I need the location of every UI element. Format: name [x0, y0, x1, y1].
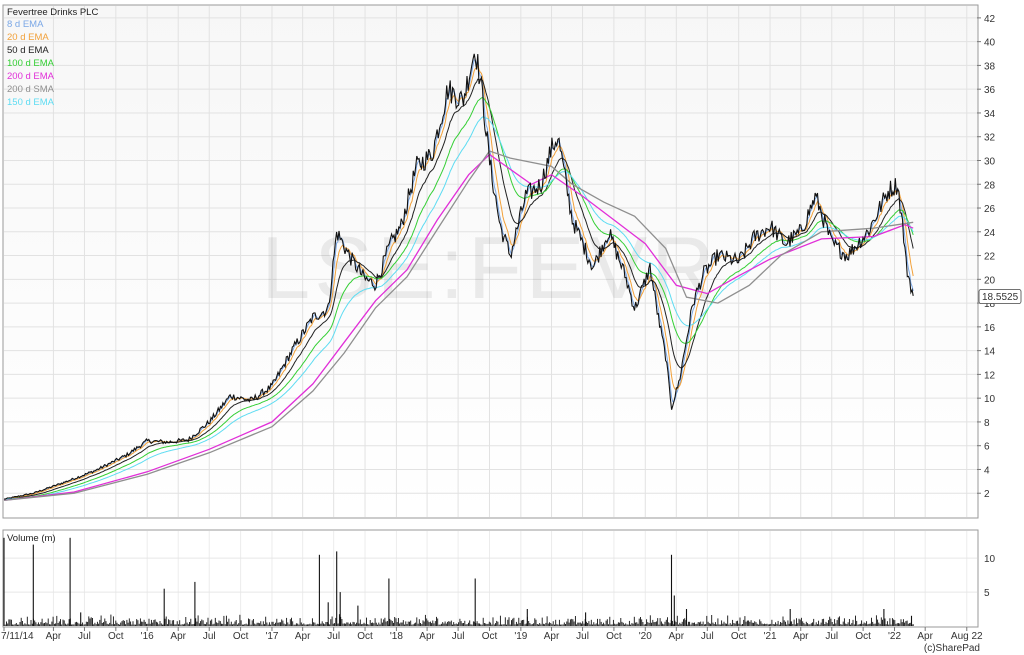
legend-50d-ema: 50 d EMA	[7, 45, 49, 56]
x-tick-label: Oct	[606, 631, 622, 642]
x-tick-label: '18	[390, 631, 403, 642]
volume-bars	[3, 537, 914, 626]
legend-100d-ema: 100 d EMA	[7, 58, 55, 69]
price-panel	[2, 4, 979, 519]
x-tick-label: Oct	[233, 631, 249, 642]
ema-line-100-d-ema	[4, 96, 914, 500]
last-price-badge: 18.5525	[978, 289, 1022, 304]
x-tick-label: '16	[141, 631, 154, 642]
price-y-tick-label: 42	[984, 14, 996, 25]
x-tick-label: Oct	[482, 631, 498, 642]
price-y-tick-label: 6	[984, 442, 990, 453]
volume-grid	[4, 531, 977, 626]
x-tick-label: '19	[514, 631, 527, 642]
legend-8d-ema: 8 d EMA	[7, 19, 44, 30]
price-y-tick-label: 20	[984, 275, 996, 286]
chart-title: Fevertree Drinks PLC	[7, 7, 98, 18]
price-y-tick-label: 4	[984, 465, 990, 476]
price-y-tick-label: 2	[984, 489, 990, 500]
price-line	[3, 53, 914, 500]
price-y-tick-label: 22	[984, 252, 996, 263]
volume-title: Volume (m)	[7, 533, 56, 544]
price-y-tick-label: 12	[984, 370, 996, 381]
x-tick-label: Apr	[544, 631, 560, 642]
volume-y-tick-label: 5	[984, 588, 990, 599]
price-y-tick-label: 8	[984, 418, 990, 429]
x-tick-label: Apr	[793, 631, 809, 642]
series-line-200-d-ema	[3, 153, 914, 502]
x-tick-label: Jul	[203, 631, 216, 642]
legend-200d-sma: 200 d SMA	[7, 84, 55, 95]
series-line-200-d-sma	[3, 150, 914, 502]
price-y-tick-label: 30	[984, 156, 996, 167]
price-y-tick-label: 24	[984, 228, 996, 239]
volume-y-axis: 5 10	[984, 554, 996, 599]
x-tick-label: Jul	[78, 631, 91, 642]
x-tick-label: '21	[764, 631, 777, 642]
price-y-tick-label: 34	[984, 109, 996, 120]
x-tick-label: Jul	[576, 631, 589, 642]
price-y-tick-label: 18	[984, 299, 996, 310]
price-y-tick-label: 26	[984, 204, 996, 215]
price-y-tick-label: 14	[984, 347, 996, 358]
legend: Fevertree Drinks PLC 8 d EMA 20 d EMA 50…	[7, 7, 98, 108]
x-tick-label: Apr	[46, 631, 62, 642]
copyright-label: (c)SharePad	[924, 643, 980, 654]
last-price-value: 18.5525	[982, 292, 1019, 303]
volume-y-tick-label: 10	[984, 554, 996, 565]
x-tick-label: Jul	[327, 631, 340, 642]
x-tick-label: Oct	[731, 631, 747, 642]
x-tick-label: Apr	[669, 631, 685, 642]
legend-150d-ema: 150 d EMA	[7, 97, 55, 108]
x-tick-label: '17	[265, 631, 278, 642]
price-y-tick-label: 32	[984, 133, 996, 144]
x-tick-label: Apr	[170, 631, 186, 642]
x-tick-label: Apr	[419, 631, 435, 642]
legend-20d-ema: 20 d EMA	[7, 32, 49, 43]
price-y-tick-label: 10	[984, 394, 996, 405]
x-tick-label: Apr	[295, 631, 311, 642]
price-y-tick-label: 40	[984, 38, 996, 49]
x-tick-label: '22	[888, 631, 901, 642]
x-tick-label: Oct	[855, 631, 871, 642]
x-tick-label: 7/11/14	[1, 631, 34, 642]
x-axis: 7/11/14 Apr Jul Oct '16 Apr Jul Oct '17 Apr Jul Oct…	[1, 627, 983, 642]
x-tick-label: Oct	[357, 631, 373, 642]
x-tick-label: '20	[639, 631, 652, 642]
x-tick-label: Aug 22	[951, 631, 983, 642]
price-y-tick-label: 38	[984, 61, 996, 72]
x-tick-label: Jul	[825, 631, 838, 642]
price-y-tick-label: 16	[984, 323, 996, 334]
ema-line-150-d-ema	[4, 116, 914, 500]
x-tick-label: Oct	[108, 631, 124, 642]
ema-line-50-d-ema	[4, 78, 914, 500]
volume-panel	[2, 529, 979, 628]
price-y-tick-label: 36	[984, 85, 996, 96]
x-tick-label: Apr	[917, 631, 933, 642]
x-tick-label: Jul	[701, 631, 714, 642]
price-y-tick-label: 28	[984, 180, 996, 191]
x-tick-label: Jul	[452, 631, 465, 642]
legend-200d-ema: 200 d EMA	[7, 71, 55, 82]
